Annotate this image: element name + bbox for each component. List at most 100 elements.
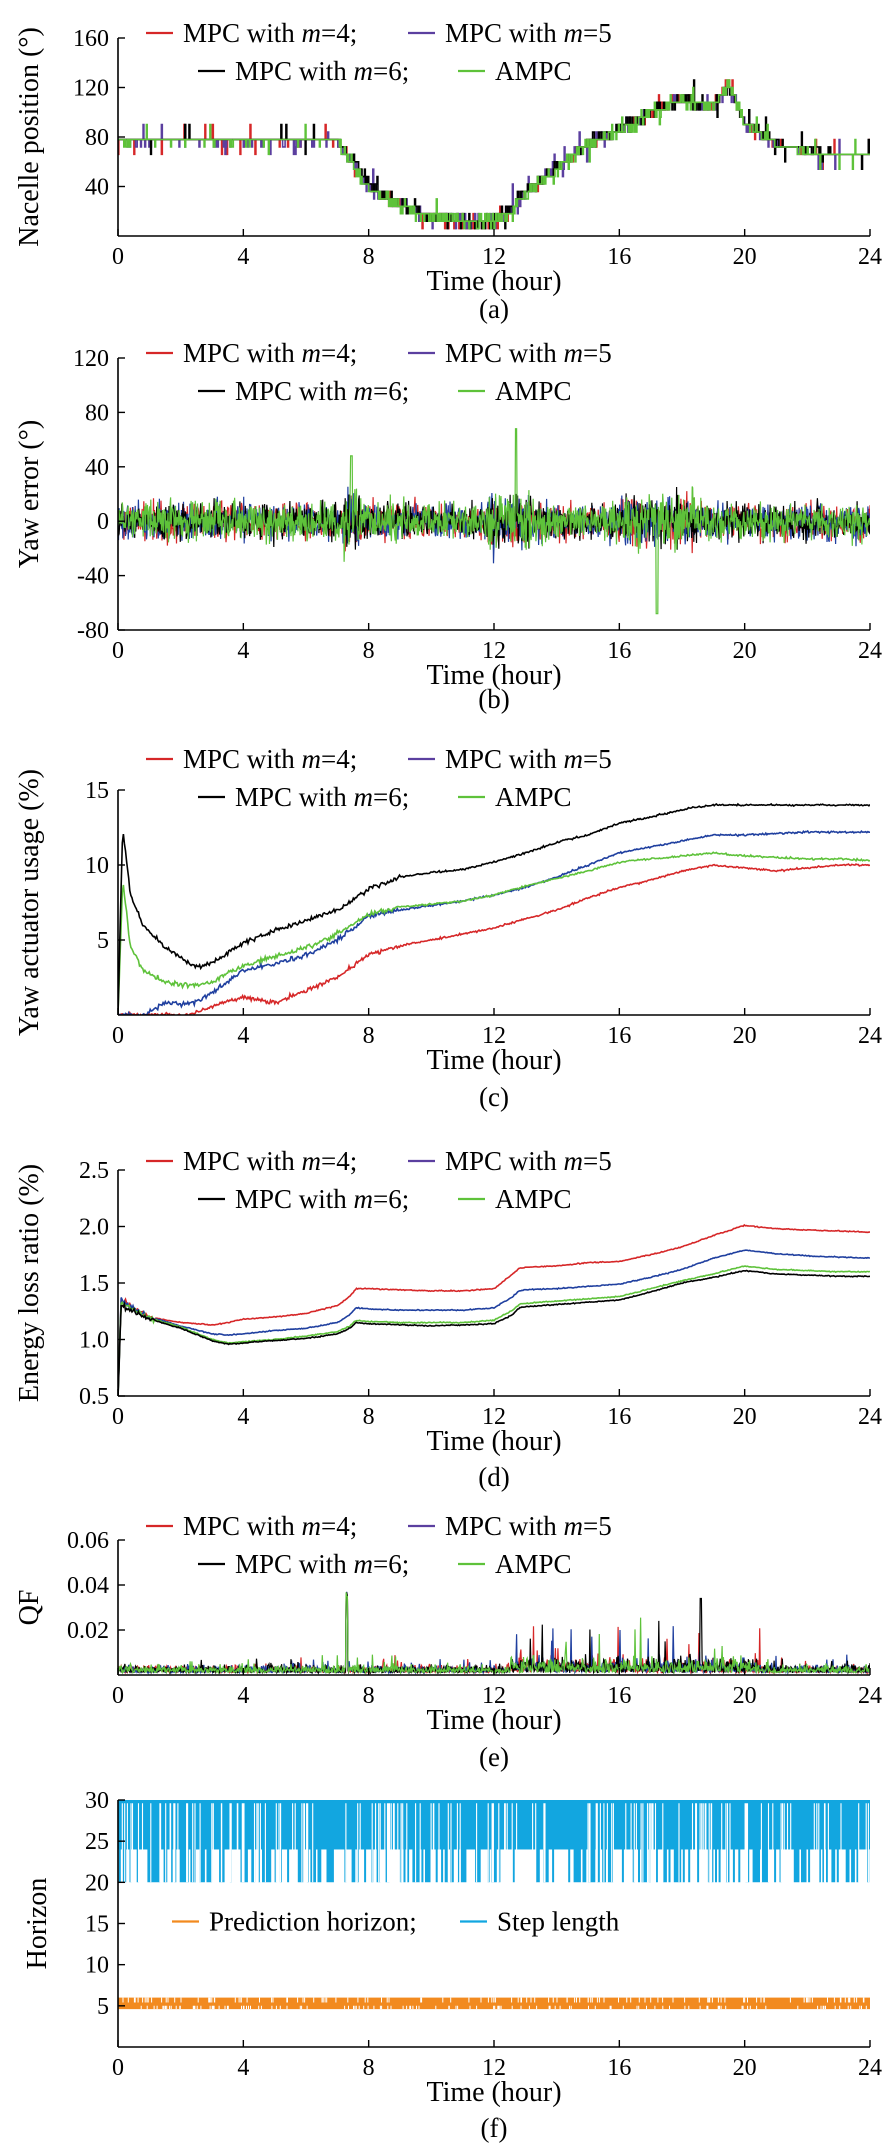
- axes: 0 4 8 12 16 20 24 5 10 15: [85, 778, 882, 1049]
- x-tick-label: 0: [112, 1404, 124, 1430]
- series-group: [118, 428, 870, 615]
- legend-label: MPC with m=6;: [235, 56, 409, 86]
- legend-text-part: =4;: [321, 1146, 357, 1176]
- y-tick-label: 120: [73, 346, 109, 372]
- legend-text-part: m: [302, 18, 322, 48]
- legend-entry-mpc6: MPC with m=6;: [198, 56, 409, 86]
- x-axis-label: Time (hour): [426, 266, 561, 297]
- series-line-mpc5: [118, 829, 870, 1015]
- y-tick-label: 40: [85, 455, 109, 481]
- series-group: [118, 1591, 870, 1675]
- legend-text-part: m: [354, 1549, 374, 1579]
- axes: 0 4 8 12 16 20 24 0.02 0.04 0.06: [67, 1528, 882, 1709]
- legend-text-part: m: [564, 1511, 584, 1541]
- x-tick-label: 12: [482, 1683, 506, 1709]
- series-line-ampc: [118, 851, 870, 1014]
- legend-entry-mpc5: MPC with m=5: [408, 1146, 612, 1176]
- series-group: [118, 1800, 870, 2010]
- x-tick-label: 4: [237, 1683, 249, 1709]
- series-group: [118, 802, 870, 1015]
- y-tick-label: -40: [77, 564, 109, 590]
- chart-panel-e: 0 4 8 12 16 20 24 0.02 0.04 0.06 Time (hour) QF (e) M…: [14, 1511, 882, 1772]
- legend-text-part: MPC with: [235, 56, 354, 86]
- x-tick-label: 8: [363, 1683, 375, 1709]
- legend-text-part: MPC with: [445, 1146, 564, 1176]
- legend-entry-mpc4: MPC with m=4;: [146, 18, 357, 48]
- x-tick-label: 4: [237, 1404, 249, 1430]
- legend-entry-mpc6: MPC with m=6;: [198, 376, 409, 406]
- legend-entry-ampc: AMPC: [458, 56, 572, 86]
- series-line-mpc6: [118, 1592, 870, 1675]
- legend-entry-mpc6: MPC with m=6;: [198, 782, 409, 812]
- legend-text-part: AMPC: [495, 1549, 572, 1579]
- legend-label: MPC with m=5: [445, 338, 612, 368]
- legend-label: AMPC: [495, 1549, 572, 1579]
- legend-label: MPC with m=4;: [183, 1146, 357, 1176]
- legend-text-part: =4;: [321, 18, 357, 48]
- legend-text-part: MPC with: [445, 338, 564, 368]
- legend-text-part: MPC with: [183, 18, 302, 48]
- legend-text-part: AMPC: [495, 376, 572, 406]
- y-tick-label: 1.5: [79, 1271, 109, 1297]
- legend-entry-mpc4: MPC with m=4;: [146, 338, 357, 368]
- legend-text-part: m: [354, 56, 374, 86]
- legend-entry-mpc5: MPC with m=5: [408, 338, 612, 368]
- legend-text-part: =5: [583, 1146, 612, 1176]
- y-tick-label: 15: [85, 1912, 109, 1938]
- legend-text-part: Step length: [497, 1907, 620, 1937]
- legend-entry-ampc: AMPC: [458, 376, 572, 406]
- legend-label: MPC with m=4;: [183, 1511, 357, 1541]
- legend-text-part: m: [564, 18, 584, 48]
- y-tick-label: 80: [85, 125, 109, 151]
- legend-label: MPC with m=5: [445, 18, 612, 48]
- x-tick-label: 0: [112, 1023, 124, 1049]
- y-tick-label: 1.0: [79, 1328, 109, 1354]
- series-line-ampc: [118, 79, 870, 230]
- series-line-ampc: [118, 1265, 870, 1396]
- plot-area: [118, 1223, 870, 1396]
- legend-text-part: m: [302, 744, 322, 774]
- legend-entry-mpc6: MPC with m=6;: [198, 1549, 409, 1579]
- legend-entry-mpc4: MPC with m=4;: [146, 1511, 357, 1541]
- x-tick-label: 0: [112, 2055, 124, 2081]
- axes: 0 4 8 12 16 20 24 0.5 1.0 1.5 2.0 2.5: [79, 1158, 882, 1430]
- series-line-mpc5: [118, 86, 870, 230]
- y-tick-label: 0: [97, 509, 109, 535]
- x-tick-label: 8: [363, 244, 375, 270]
- legend-entry-ampc: AMPC: [458, 782, 572, 812]
- legend-label: AMPC: [495, 56, 572, 86]
- series-line-mpc4: [118, 79, 870, 230]
- series-line-mpc6: [118, 79, 870, 230]
- legend-text-part: m: [564, 338, 584, 368]
- step-length-gaps: [121, 1803, 869, 1883]
- x-tick-label: 20: [733, 1404, 757, 1430]
- legend-label: Prediction horizon;: [209, 1907, 417, 1937]
- y-tick-label: 5: [97, 1994, 109, 2020]
- legend-label: Step length: [497, 1907, 620, 1937]
- plot-area: [118, 1591, 870, 1675]
- legend-label: AMPC: [495, 1184, 572, 1214]
- chart-panel-b: 0 4 8 12 16 20 24 -80 -40 0 40 80 120 Time (hour) Yaw …: [14, 338, 882, 714]
- x-tick-label: 24: [858, 1023, 882, 1049]
- series-line-mpc6: [118, 802, 870, 1015]
- legend-text-part: m: [354, 1184, 374, 1214]
- legend-text-part: MPC with: [445, 18, 564, 48]
- y-tick-label: 25: [85, 1829, 109, 1855]
- y-tick-label: 20: [85, 1870, 109, 1896]
- x-axis-label: Time (hour): [426, 1426, 561, 1457]
- x-tick-label: 0: [112, 638, 124, 664]
- legend-entry-ampc: AMPC: [458, 1549, 572, 1579]
- x-axis-label: Time (hour): [426, 1705, 561, 1736]
- legend-text-part: =4;: [321, 338, 357, 368]
- legend-label: AMPC: [495, 782, 572, 812]
- panel-caption: (e): [479, 1742, 509, 1772]
- y-tick-label: 0.04: [67, 1573, 109, 1599]
- legend-text-part: =4;: [321, 1511, 357, 1541]
- legend-label: MPC with m=5: [445, 1146, 612, 1176]
- chart-panel-f: 0 4 8 12 16 20 24 5 10 15 20 25 30 Time (hour) Horizon…: [22, 1788, 882, 2143]
- chart-panel-a: 0 4 8 12 16 20 24 40 80 120 160 Time (hour) Nacelle …: [14, 18, 882, 324]
- legend-entry-mpc5: MPC with m=5: [408, 18, 612, 48]
- legend-text-part: =6;: [373, 1184, 409, 1214]
